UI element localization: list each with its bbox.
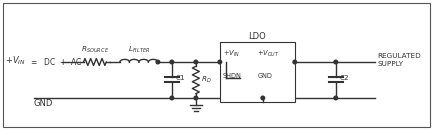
Text: LDO: LDO <box>249 32 266 41</box>
Text: $=$  DC  $+$  AC: $=$ DC $+$ AC <box>29 56 83 67</box>
Circle shape <box>218 60 222 64</box>
Circle shape <box>334 96 338 100</box>
Circle shape <box>194 60 197 64</box>
Text: $L_{FILTER}$: $L_{FILTER}$ <box>128 45 150 55</box>
Text: $+V_{OUT}$: $+V_{OUT}$ <box>257 49 280 59</box>
Bar <box>220 42 295 102</box>
Text: C1: C1 <box>176 75 185 81</box>
Text: $+V_{IN}$: $+V_{IN}$ <box>223 49 240 59</box>
Circle shape <box>334 60 338 64</box>
Circle shape <box>156 60 160 64</box>
Text: $R_{SOURCE}$: $R_{SOURCE}$ <box>81 45 109 55</box>
Text: C2: C2 <box>340 75 349 81</box>
Circle shape <box>170 96 174 100</box>
Text: GND: GND <box>257 73 272 79</box>
Text: GND: GND <box>34 99 53 108</box>
Circle shape <box>194 96 197 100</box>
Text: REGULATED
SUPPLY: REGULATED SUPPLY <box>378 53 421 67</box>
Circle shape <box>261 96 265 100</box>
Circle shape <box>170 60 174 64</box>
Circle shape <box>293 60 297 64</box>
Text: $R_D$: $R_D$ <box>201 75 211 85</box>
Text: SHDN: SHDN <box>223 73 242 79</box>
Text: $+V_{IN}$: $+V_{IN}$ <box>5 55 26 67</box>
